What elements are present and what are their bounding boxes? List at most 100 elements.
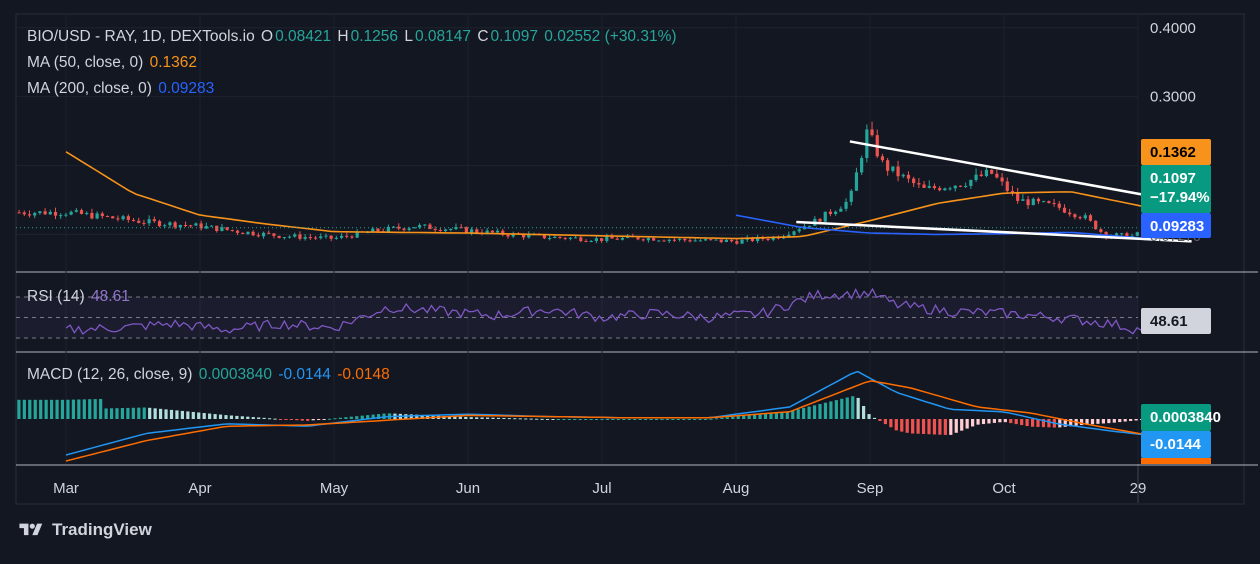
- candle-body: [563, 237, 567, 239]
- candle-body: [990, 169, 994, 174]
- macd-histogram-bar: [22, 399, 26, 419]
- candle-body: [423, 224, 427, 226]
- macd-histogram-bar: [1090, 419, 1095, 425]
- macd-histogram-bar: [458, 416, 462, 419]
- candle-body: [808, 225, 812, 227]
- candle-body: [652, 238, 656, 241]
- macd-histogram-bar: [714, 418, 719, 420]
- macd-histogram-bar: [644, 419, 648, 420]
- time-tick-label: Apr: [188, 480, 211, 497]
- candle-body: [397, 226, 401, 229]
- macd-histogram-bar: [867, 414, 871, 419]
- ma200-line: [735, 214, 1159, 241]
- macd-histogram-bar: [93, 399, 97, 419]
- open-label: O: [261, 28, 274, 45]
- candle-body: [1031, 198, 1035, 206]
- macd-histogram-bar: [1101, 419, 1106, 424]
- macd-histogram-bar: [1009, 419, 1013, 424]
- macd-histogram-bar: [633, 419, 637, 420]
- candle-body: [1016, 192, 1020, 201]
- candle-body: [735, 241, 739, 244]
- macd-histogram-bar: [202, 413, 206, 419]
- candle-body: [100, 213, 104, 217]
- candle-body: [407, 228, 411, 230]
- macd-histogram-bar: [420, 414, 424, 419]
- candle-body: [267, 232, 271, 234]
- macd-histogram-bar: [257, 417, 261, 419]
- macd-histogram-bar: [218, 414, 223, 419]
- macd-histogram-bar: [927, 419, 931, 435]
- candle-body: [922, 184, 926, 188]
- candle-body: [1073, 214, 1077, 218]
- macd-histogram-bar: [529, 418, 533, 420]
- candle-body: [1026, 199, 1030, 206]
- macd-histogram-bar: [894, 419, 898, 431]
- price-badge-text: −17.94%: [1150, 189, 1210, 206]
- macd-histogram-bar: [306, 419, 310, 421]
- ma200-badge-text: 0.09283: [1150, 218, 1204, 235]
- macd-histogram-bar: [469, 417, 473, 419]
- ma50-value: 0.1362: [149, 54, 198, 71]
- candle-body: [189, 225, 193, 227]
- ma200-label: MA (200, close, 0): [27, 80, 152, 97]
- macd-histogram-bar: [911, 419, 915, 434]
- macd-histogram-bar: [1069, 419, 1073, 427]
- candle-body: [235, 230, 240, 233]
- candle-body: [157, 221, 162, 227]
- candle-body: [64, 214, 68, 216]
- macd-histogram-bar: [311, 419, 315, 421]
- macd-histogram-bar: [496, 417, 501, 419]
- close-value: 0.1097: [490, 28, 538, 45]
- macd-histogram-bar: [344, 417, 348, 419]
- macd-histogram-bar: [180, 410, 184, 419]
- candle-body: [178, 225, 182, 228]
- candle-body: [313, 237, 318, 239]
- macd-histogram-bar: [1058, 419, 1062, 428]
- candle-body: [1042, 201, 1046, 203]
- macd-histogram-bar: [1112, 419, 1116, 423]
- macd-histogram-bar: [409, 414, 413, 419]
- macd-histogram-bar: [916, 419, 920, 434]
- macd-histogram-bar: [949, 419, 953, 435]
- macd-histogram-bar: [829, 401, 833, 419]
- macd-histogram-bar: [753, 414, 757, 419]
- open-value: 0.08421: [275, 28, 332, 45]
- candle-body: [610, 236, 614, 239]
- macd-histogram-bar: [300, 419, 304, 421]
- macd-histogram-bar: [502, 417, 506, 419]
- macd-histogram-bar: [131, 407, 135, 419]
- high-label: H: [337, 28, 349, 45]
- candle-body: [345, 235, 349, 237]
- ma50-badge-bg: [1141, 139, 1211, 165]
- candle-body: [1094, 220, 1098, 230]
- candle-body: [1052, 203, 1056, 205]
- macd-histogram-bar: [82, 399, 86, 419]
- macd-histogram-bar: [366, 415, 370, 419]
- candle-body: [246, 231, 250, 235]
- macd-histogram-bar: [742, 415, 746, 419]
- macd-histogram-bar: [769, 413, 773, 419]
- candle-body: [74, 210, 78, 212]
- macd-histogram-bar: [224, 415, 228, 419]
- tradingview-brand: TradingView: [52, 520, 152, 539]
- macd-histogram-bar: [1025, 419, 1029, 427]
- macd-histogram-bar: [1020, 419, 1024, 426]
- candle-body: [443, 229, 448, 232]
- symbol-label: BIO/USD - RAY, 1D, DEXTools.io: [27, 28, 255, 45]
- candle-body: [277, 235, 281, 238]
- candle-body: [79, 210, 84, 214]
- macd-histogram-bar: [153, 408, 157, 419]
- macd-histogram-bar: [1047, 419, 1051, 428]
- candle-body: [469, 229, 474, 233]
- macd-histogram-bar: [1041, 419, 1046, 428]
- candle-body: [880, 156, 885, 161]
- time-tick-label: Sep: [857, 480, 884, 497]
- macd-histogram-bar: [763, 413, 768, 419]
- trendline: [849, 140, 1192, 205]
- macd-histogram-bar: [578, 419, 582, 420]
- candle-body: [215, 225, 219, 231]
- close-label: C: [477, 28, 489, 45]
- macd-histogram-bar: [731, 416, 735, 419]
